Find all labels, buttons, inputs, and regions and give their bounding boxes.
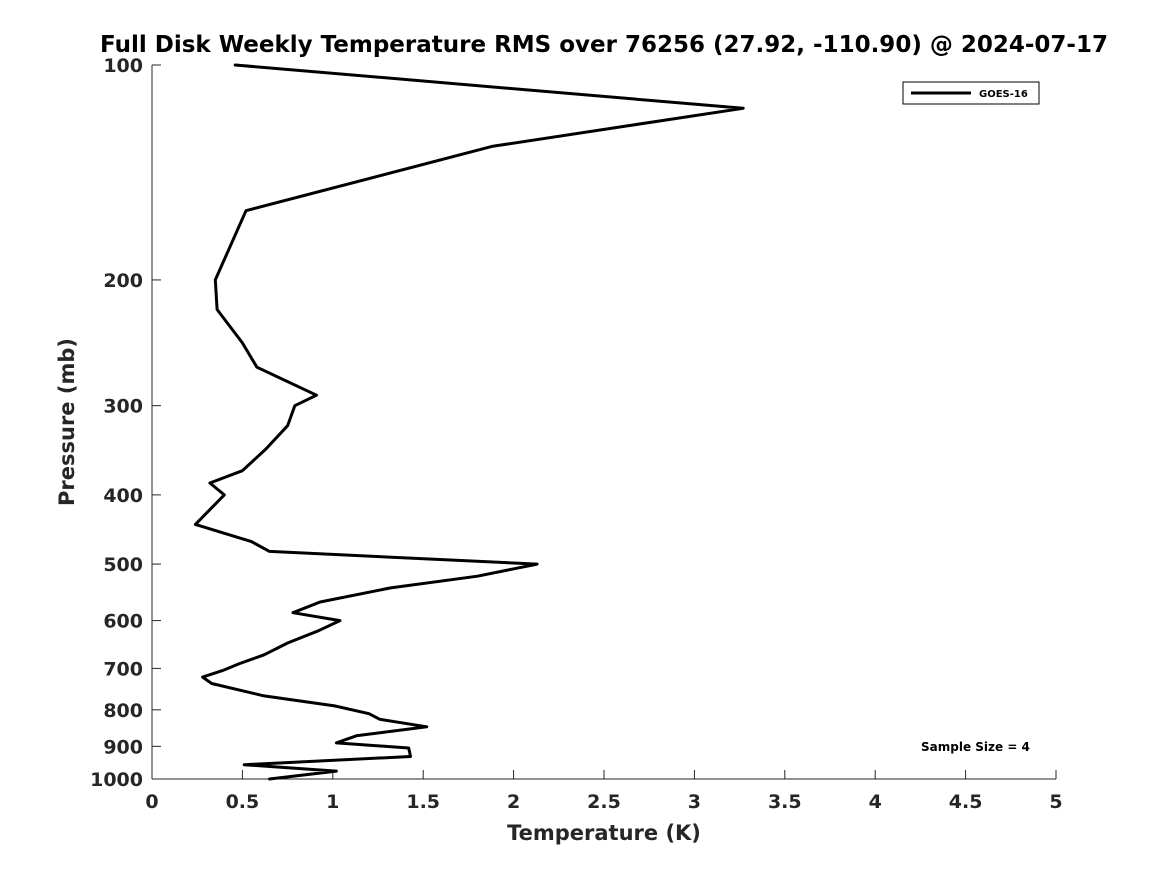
y-tick-label: 600	[103, 611, 143, 633]
x-tick-label: 2	[507, 791, 520, 813]
y-tick-label: 400	[103, 485, 143, 507]
x-tick-label: 3	[688, 791, 701, 813]
y-tick-label: 800	[103, 700, 143, 722]
x-tick-label: 2.5	[587, 791, 621, 813]
y-tick-label: 100	[103, 55, 143, 77]
legend: GOES-16	[902, 81, 1040, 105]
x-tick-label: 5	[1049, 791, 1062, 813]
y-tick-label: 300	[103, 396, 143, 418]
y-tick-label: 700	[103, 658, 143, 680]
y-axis-ticks: 100 200 300 400 500 600 700 800 900 1000	[90, 55, 161, 791]
y-tick-label: 200	[103, 270, 143, 292]
x-axis-label: Temperature (K)	[507, 821, 701, 845]
x-tick-label: 1	[326, 791, 339, 813]
x-tick-label: 4	[869, 791, 882, 813]
y-tick-label: 1000	[90, 769, 143, 791]
x-axis-ticks: 0 0.5 1 1.5 2 2.5 3 3.5 4 4.5 5	[145, 770, 1063, 813]
legend-label-goes-16: GOES-16	[979, 89, 1028, 100]
x-tick-label: 1.5	[406, 791, 440, 813]
sample-size-annotation: Sample Size = 4	[921, 740, 1030, 754]
y-axis-label: Pressure (mb)	[55, 338, 79, 506]
y-tick-label: 900	[103, 736, 143, 758]
chart-title: Full Disk Weekly Temperature RMS over 76…	[100, 32, 1108, 58]
x-tick-label: 4.5	[949, 791, 983, 813]
x-tick-label: 0	[145, 791, 158, 813]
series-line-goes-16	[193, 63, 745, 781]
y-tick-label: 500	[103, 554, 143, 576]
x-tick-label: 0.5	[226, 791, 260, 813]
x-tick-label: 3.5	[768, 791, 802, 813]
